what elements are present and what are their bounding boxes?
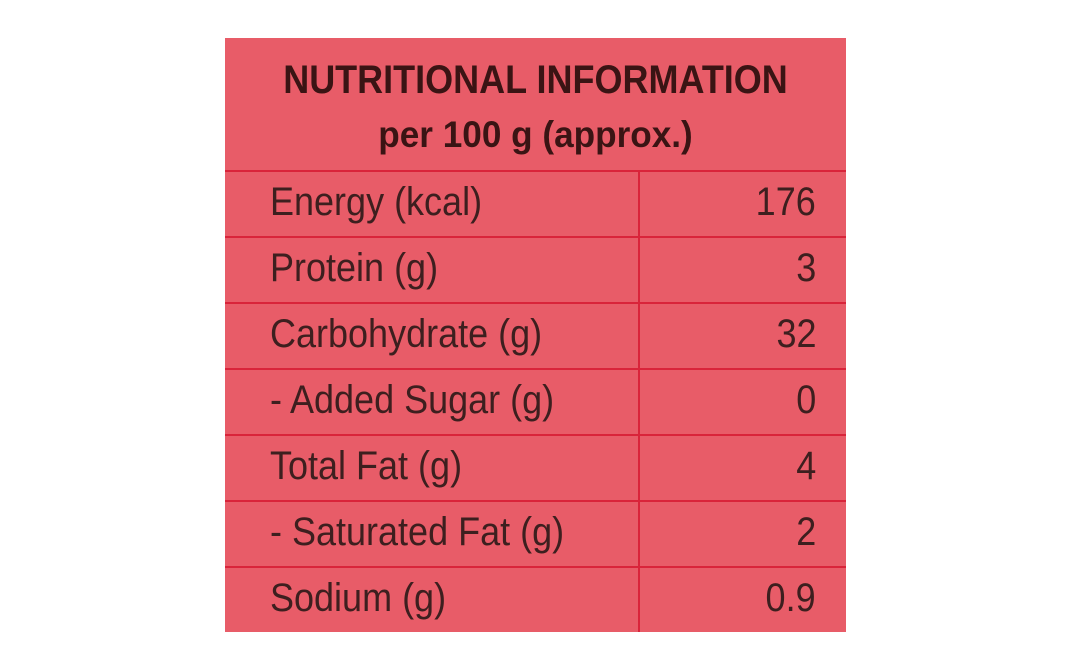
row-label: - Added Sugar (g) <box>270 378 555 422</box>
row-label: Protein (g) <box>270 246 439 290</box>
nutrition-row-sodium: Sodium (g) 0.9 <box>225 566 846 632</box>
row-label: - Saturated Fat (g) <box>270 510 565 554</box>
row-value: 2 <box>795 510 816 554</box>
nutrition-header: NUTRITIONAL INFORMATION per 100 g (appro… <box>225 38 846 170</box>
nutrition-row-added-sugar: - Added Sugar (g) 0 <box>225 368 846 434</box>
row-label: Energy (kcal) <box>270 180 483 224</box>
nutrition-table: Energy (kcal) 176 Protein (g) 3 Carbohyd… <box>225 170 846 632</box>
row-value: 0.9 <box>765 576 816 620</box>
nutrition-subtitle: per 100 g (approx.) <box>378 114 693 155</box>
nutrition-label-panel: NUTRITIONAL INFORMATION per 100 g (appro… <box>225 38 846 632</box>
nutrition-row-saturated-fat: - Saturated Fat (g) 2 <box>225 500 846 566</box>
nutrition-row-carbohydrate: Carbohydrate (g) 32 <box>225 302 846 368</box>
row-value: 32 <box>775 312 816 356</box>
row-label: Total Fat (g) <box>270 444 463 488</box>
nutrition-row-protein: Protein (g) 3 <box>225 236 846 302</box>
row-value: 176 <box>755 180 816 224</box>
column-divider <box>638 170 640 632</box>
row-label: Carbohydrate (g) <box>270 312 543 356</box>
row-value: 3 <box>795 246 816 290</box>
nutrition-title: NUTRITIONAL INFORMATION <box>283 58 788 102</box>
nutrition-row-total-fat: Total Fat (g) 4 <box>225 434 846 500</box>
row-label: Sodium (g) <box>270 576 447 620</box>
row-value: 0 <box>795 378 816 422</box>
row-value: 4 <box>795 444 816 488</box>
nutrition-row-energy: Energy (kcal) 176 <box>225 170 846 236</box>
